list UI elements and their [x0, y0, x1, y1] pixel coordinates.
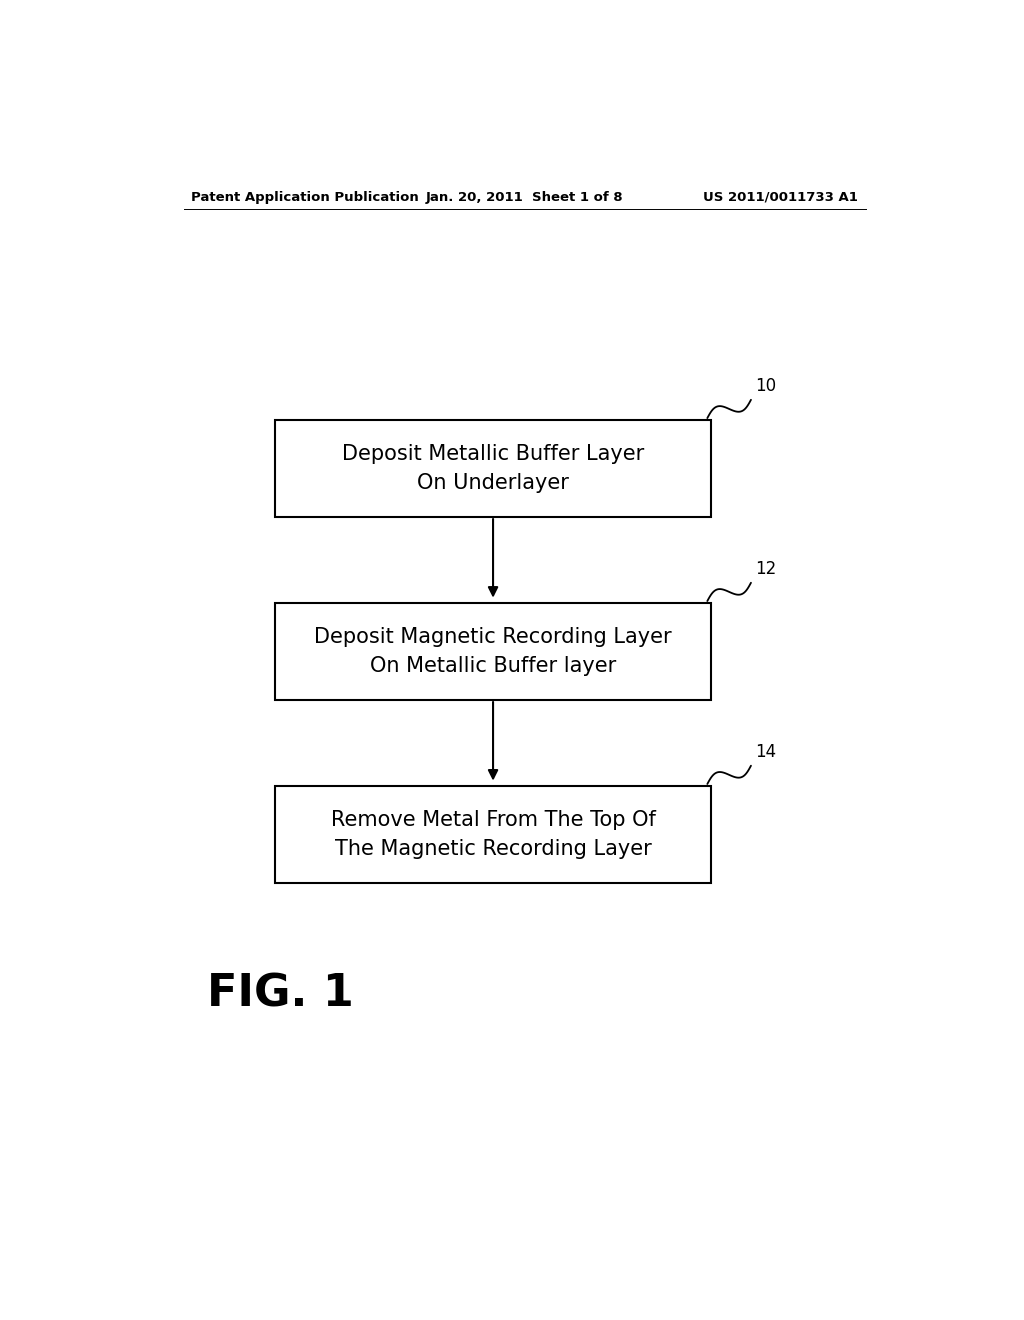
Bar: [274, 420, 712, 516]
Bar: [274, 603, 712, 700]
Text: 12: 12: [755, 560, 776, 578]
Text: Deposit Magnetic Recording Layer
On Metallic Buffer layer: Deposit Magnetic Recording Layer On Meta…: [314, 627, 672, 676]
Text: US 2011/0011733 A1: US 2011/0011733 A1: [703, 190, 858, 203]
Text: FIG. 1: FIG. 1: [207, 973, 354, 1015]
Bar: [274, 785, 712, 883]
Text: Remove Metal From The Top Of
The Magnetic Recording Layer: Remove Metal From The Top Of The Magneti…: [331, 809, 655, 859]
Text: Jan. 20, 2011  Sheet 1 of 8: Jan. 20, 2011 Sheet 1 of 8: [426, 190, 624, 203]
Text: 10: 10: [755, 376, 776, 395]
Text: Deposit Metallic Buffer Layer
On Underlayer: Deposit Metallic Buffer Layer On Underla…: [342, 444, 644, 494]
Text: Patent Application Publication: Patent Application Publication: [191, 190, 419, 203]
Text: 14: 14: [755, 743, 776, 760]
